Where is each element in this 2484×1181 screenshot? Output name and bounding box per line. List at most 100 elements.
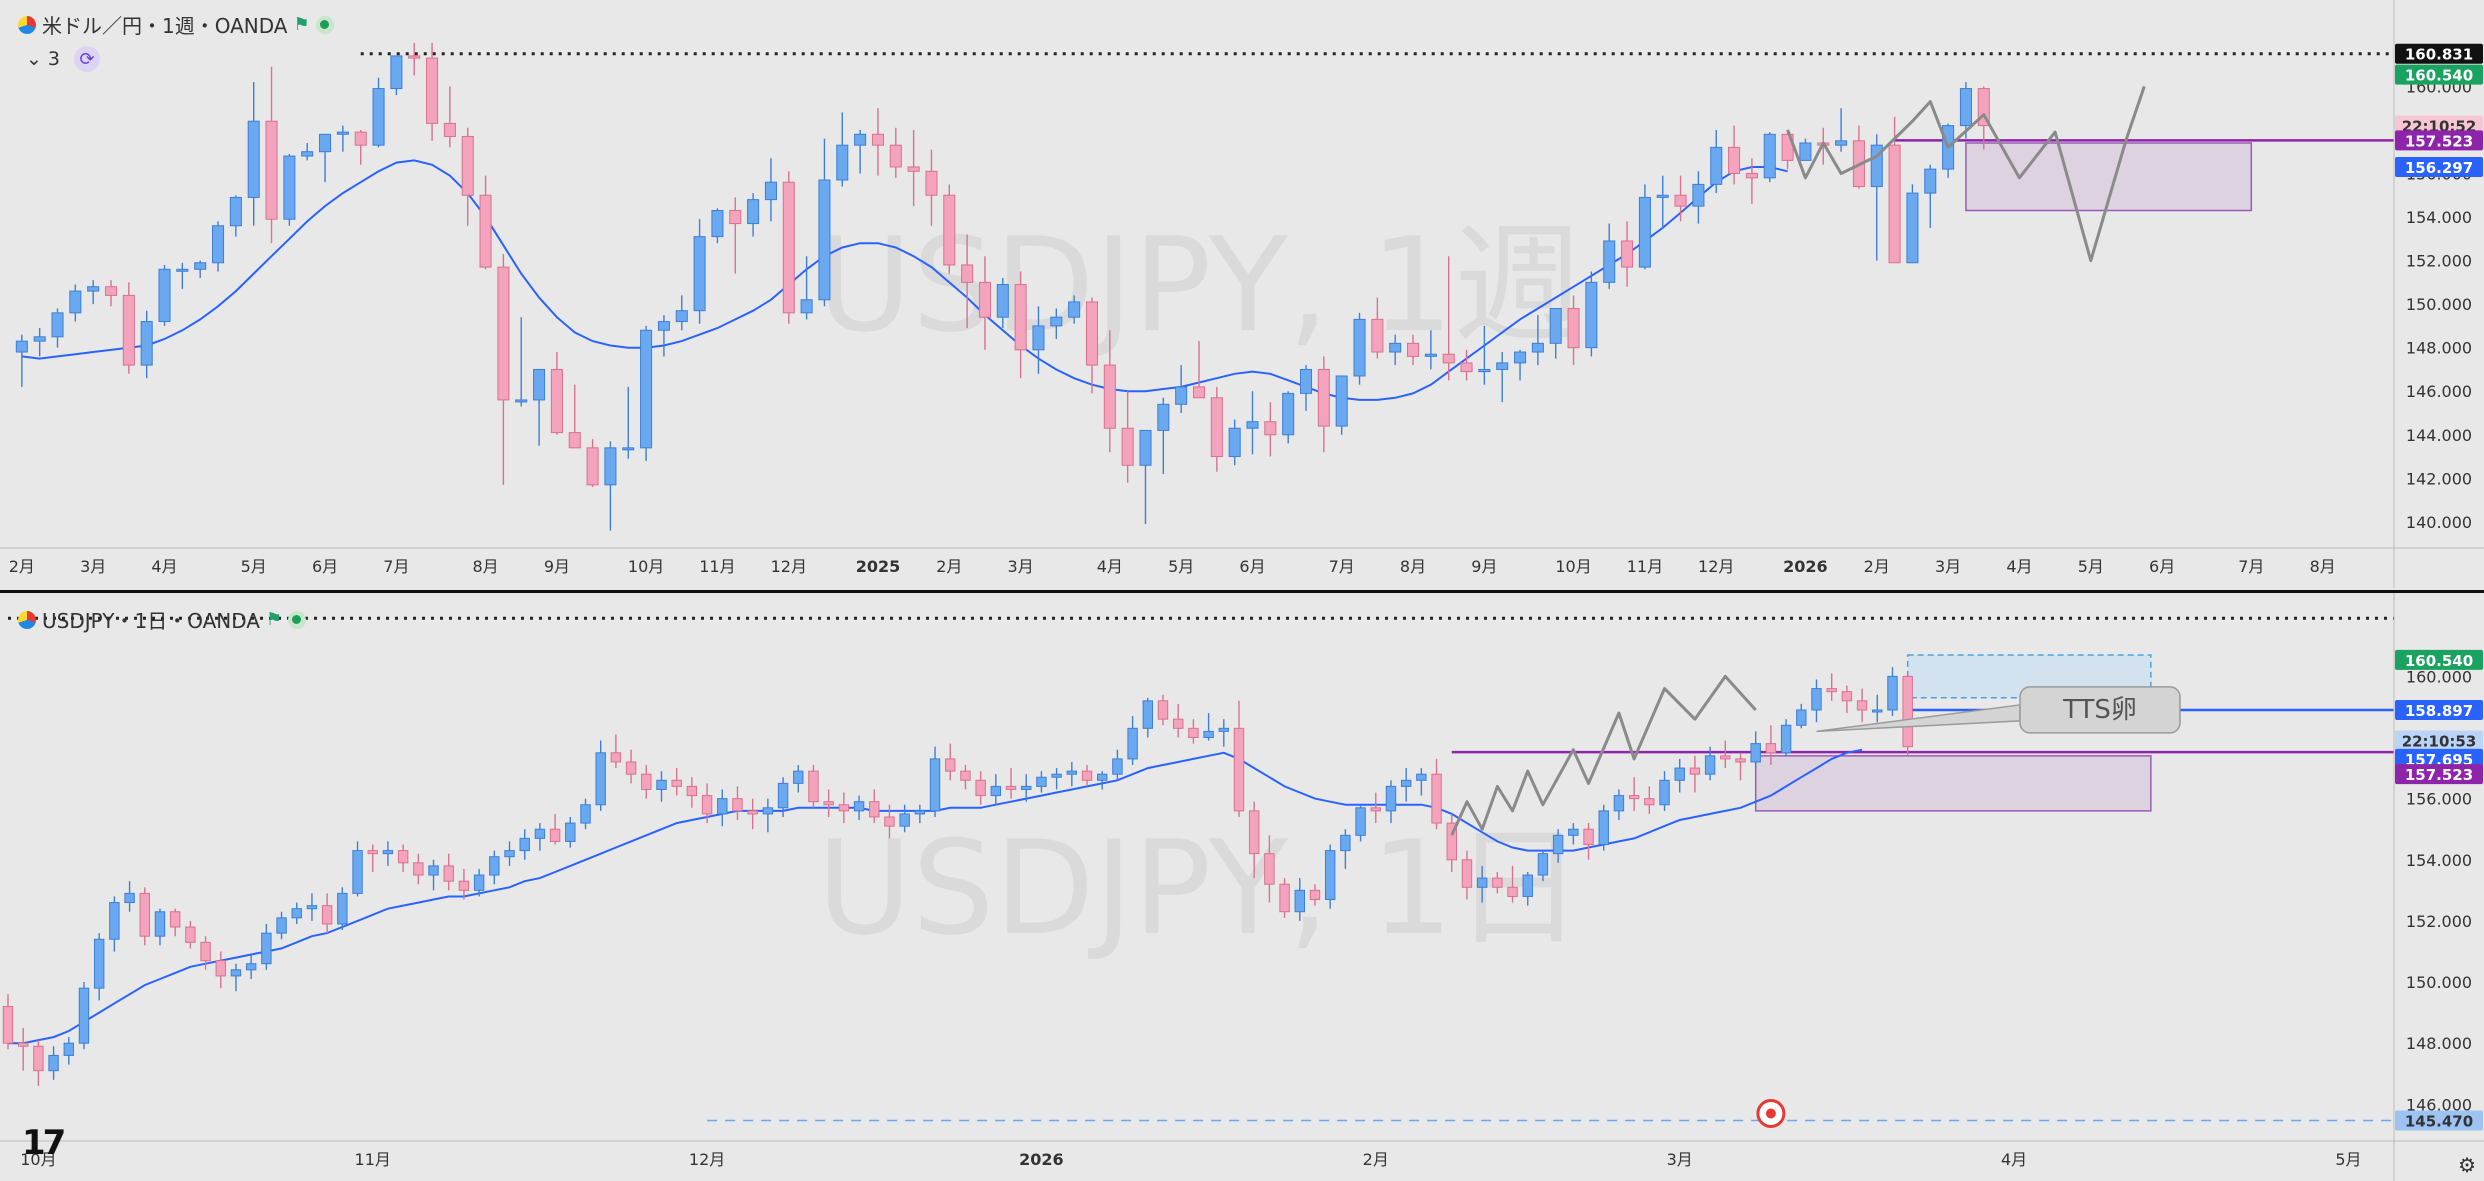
candle-body xyxy=(489,856,500,876)
price-label: 145.470 xyxy=(2405,1113,2473,1131)
candle-body xyxy=(1299,368,1313,394)
candle-body xyxy=(899,813,910,827)
candle-body xyxy=(1014,284,1027,351)
x-tick-label: 3月 xyxy=(1008,557,1034,576)
y-tick-label: 152.000 xyxy=(2406,252,2472,271)
x-tick-label: 11月 xyxy=(699,557,735,576)
candle-body xyxy=(154,911,166,937)
x-tick-label: 6月 xyxy=(312,557,338,576)
daily-chart-title[interactable]: USDJPY・1日・OANDA xyxy=(42,609,260,633)
price-label: 156.297 xyxy=(2405,159,2473,177)
candle-body xyxy=(1370,807,1381,812)
candle-body xyxy=(185,926,196,943)
refresh-icon[interactable]: ⟳ xyxy=(74,46,101,72)
candle-body xyxy=(838,804,850,812)
x-tick-label: 3月 xyxy=(1667,1150,1693,1169)
candle-body xyxy=(975,779,986,797)
candle-body xyxy=(1720,755,1731,760)
candle-body xyxy=(533,368,546,401)
candle-body xyxy=(1567,307,1580,349)
candle-body xyxy=(1507,886,1518,897)
candle-body xyxy=(640,329,653,449)
candle-body xyxy=(961,264,974,283)
candle-body xyxy=(1157,403,1170,431)
candle-body xyxy=(15,340,28,353)
candle-body xyxy=(1121,427,1134,466)
candle-body xyxy=(1461,859,1473,888)
y-tick-label: 148.000 xyxy=(2406,339,2472,358)
price-label-bg xyxy=(2395,764,2483,785)
candle-body xyxy=(48,1054,59,1072)
flag-icon[interactable]: ⚑ xyxy=(265,608,283,630)
candle-body xyxy=(426,57,439,124)
weekly-chart-pane[interactable]: USDJPY, 1週 140.000 142.000 144.000 146.000 14… xyxy=(0,0,2484,590)
price-label-bg xyxy=(2395,1110,2483,1131)
candle-body xyxy=(1264,853,1275,885)
chevron-down-icon[interactable]: ⌄ xyxy=(26,48,42,70)
price-label-bg xyxy=(2395,649,2483,670)
candle-body xyxy=(717,798,728,815)
tradingview-logo-icon[interactable]: 17 xyxy=(22,1123,66,1163)
x-tick-label: 7月 xyxy=(383,557,409,576)
x-tick-label: 9月 xyxy=(544,557,570,576)
candle-body xyxy=(413,862,424,876)
price-label: 157.523 xyxy=(2405,766,2473,784)
y-tick-label: 144.000 xyxy=(2406,426,2472,445)
candle-body xyxy=(354,131,367,146)
candle-body xyxy=(1335,375,1348,427)
candle-body xyxy=(1659,779,1670,806)
flag-icon[interactable]: ⚑ xyxy=(293,13,310,35)
candle-body xyxy=(1188,727,1199,738)
candle-body xyxy=(497,266,510,401)
candle-body xyxy=(1068,301,1081,318)
y-tick-label: 160.000 xyxy=(2406,667,2472,686)
candle-body xyxy=(336,131,349,135)
weekly-chart-canvas[interactable]: USDJPY, 1週 140.000 142.000 144.000 146.000 14… xyxy=(0,0,2484,590)
candle-body xyxy=(580,804,591,824)
x-tick-label: 3月 xyxy=(80,557,106,576)
candle-body xyxy=(479,194,492,268)
candle-body xyxy=(1203,730,1214,739)
price-label: 158.897 xyxy=(2405,702,2473,720)
candle-body xyxy=(69,290,82,314)
candle-body xyxy=(176,268,189,272)
annotation-box xyxy=(2019,686,2181,734)
x-tick-label: 4月 xyxy=(1097,557,1123,576)
candle-body xyxy=(1870,144,1883,188)
daily-chart-canvas[interactable]: USDJPY, 1日 146.000 148.000 150.000 152.000 15… xyxy=(0,593,2484,1181)
x-tick-label: 2月 xyxy=(1363,1150,1389,1169)
candle-body xyxy=(1192,386,1206,399)
candle-body xyxy=(1628,795,1640,800)
candle-body xyxy=(1416,773,1427,781)
candle-body xyxy=(1492,877,1503,888)
candle-body xyxy=(1021,785,1032,790)
candle-body xyxy=(1656,194,1669,198)
candle-body xyxy=(291,908,302,919)
candle-body xyxy=(747,199,760,225)
candle-body xyxy=(1085,301,1099,366)
candle-body xyxy=(1157,700,1169,720)
daily-chart-pane[interactable]: USDJPY, 1日 146.000 148.000 150.000 152.000 15… xyxy=(0,590,2484,1181)
candle-body xyxy=(549,828,561,842)
candle-body xyxy=(871,133,884,146)
candle-body xyxy=(943,194,956,266)
plot-background xyxy=(0,0,2394,548)
x-tick-label: 12月 xyxy=(689,1150,725,1169)
candle-body xyxy=(818,179,831,301)
candle-body xyxy=(104,286,118,296)
candle-body xyxy=(1826,688,1837,693)
candle-body xyxy=(747,810,758,815)
x-tick-label: 12月 xyxy=(771,557,807,576)
x-tick-label: 4月 xyxy=(2001,1150,2027,1169)
weekly-chart-title[interactable]: 米ドル／円・1週・OANDA xyxy=(42,14,288,38)
candle-body xyxy=(428,865,439,876)
x-tick-label: 6月 xyxy=(1239,557,1265,576)
candle-body xyxy=(283,155,296,220)
candle-body xyxy=(1522,874,1533,897)
candle-body xyxy=(504,850,515,858)
indicator-toggle[interactable]: ⌄ 3 ⟳ xyxy=(26,46,101,72)
settings-icon[interactable]: ⚙ xyxy=(2458,1153,2476,1177)
x-tick-label: 5月 xyxy=(2078,557,2104,576)
candle-body xyxy=(1246,421,1259,429)
candle-body xyxy=(996,284,1009,318)
